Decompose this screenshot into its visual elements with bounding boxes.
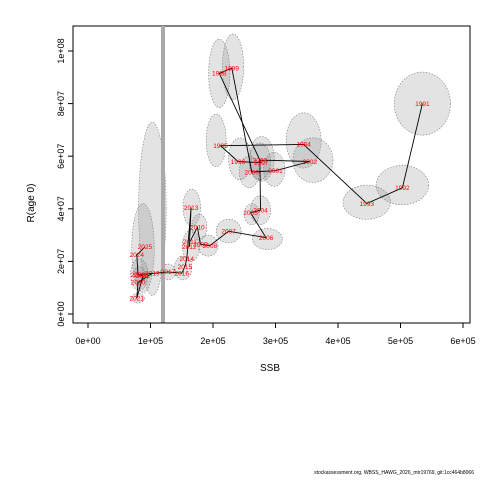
ellipse-1994 [285, 112, 322, 169]
point-2002: 2002 [303, 159, 318, 166]
point-2006: 2006 [259, 235, 274, 242]
axes: 0e+00 1e+05 2e+05 3e+05 4e+05 5e+05 6e+05 0e+00… [56, 38, 476, 346]
x-tick-label: 6e+05 [450, 336, 475, 346]
point-2001: 2001 [268, 168, 283, 175]
ellipse-2013 [182, 188, 201, 227]
ellipse-1999 [222, 33, 244, 100]
point-2023: 2023 [131, 272, 146, 279]
y-tick-label: 0e+00 [56, 301, 66, 326]
x-axis-title: SSB [260, 363, 280, 374]
ellipse-2012 [182, 229, 201, 262]
plot-frame [72, 25, 471, 324]
y-tick-label: 2e+07 [56, 249, 66, 274]
point-2024: 2024 [130, 252, 145, 259]
point-2004: 2004 [253, 207, 268, 214]
point-1994: 1994 [296, 142, 311, 149]
point-1995: 1995 [213, 143, 228, 150]
point-2013: 2013 [184, 205, 199, 212]
ellipse-2002 [292, 137, 334, 183]
point-2020: 2020 [131, 280, 146, 287]
point-1992: 1992 [395, 185, 410, 192]
ellipse-2019 [138, 121, 167, 296]
point-1997: 1997 [254, 160, 269, 167]
point-1993: 1993 [360, 201, 375, 208]
footnote: stockassessment.org, WBSS_HAWG_2026_mtr1… [314, 470, 474, 476]
x-tick-label: 1e+05 [138, 336, 163, 346]
ellipse-2006 [252, 228, 283, 250]
y-tick-label: 8e+07 [56, 91, 66, 116]
ellipse-1995 [205, 113, 227, 168]
point-1996: 1996 [231, 159, 246, 166]
ellipse-1992 [375, 165, 429, 206]
point-2011: 2011 [183, 239, 197, 246]
x-tick-label: 4e+05 [325, 336, 350, 346]
trajectory-line [136, 67, 423, 299]
point-2012: 2012 [182, 244, 197, 251]
point-2005: 2005 [243, 210, 258, 217]
plot-background [72, 25, 471, 324]
ellipse-1993 [342, 184, 391, 220]
y-axis-title: R(age 0) [26, 184, 37, 223]
point-1998: 1998 [212, 71, 227, 78]
point-2017: 2017 [161, 269, 176, 276]
point-2007: 2007 [221, 228, 236, 235]
point-2003: 2003 [253, 157, 268, 164]
point-2015: 2015 [178, 264, 193, 271]
point-2018: 2018 [134, 272, 149, 279]
trajectory-path [136, 67, 423, 299]
y-tick-label: 1e+08 [56, 38, 66, 63]
point-2008: 2008 [203, 243, 218, 250]
point-1999: 1999 [225, 65, 240, 72]
point-1991: 1991 [415, 101, 430, 108]
point-2025: 2025 [138, 244, 153, 251]
x-tick-label: 0e+00 [75, 336, 100, 346]
point-2000: 2000 [245, 169, 260, 176]
point-2014: 2014 [180, 256, 195, 263]
point-2010: 2010 [190, 225, 205, 232]
point-2009: 2009 [193, 242, 208, 249]
point-2019: 2019 [145, 271, 160, 278]
y-tick-label: 4e+07 [56, 196, 66, 221]
point-2021: 2021 [130, 296, 145, 303]
x-tick-label: 2e+05 [200, 336, 225, 346]
y-tick-label: 6e+07 [56, 144, 66, 169]
ellipse-2015 [173, 255, 193, 281]
ellipse-1996 [228, 137, 252, 181]
point-2016: 2016 [175, 271, 190, 278]
x-tick-label: 3e+05 [263, 336, 288, 346]
point-2022: 2022 [136, 273, 151, 280]
x-tick-label: 5e+05 [388, 336, 413, 346]
